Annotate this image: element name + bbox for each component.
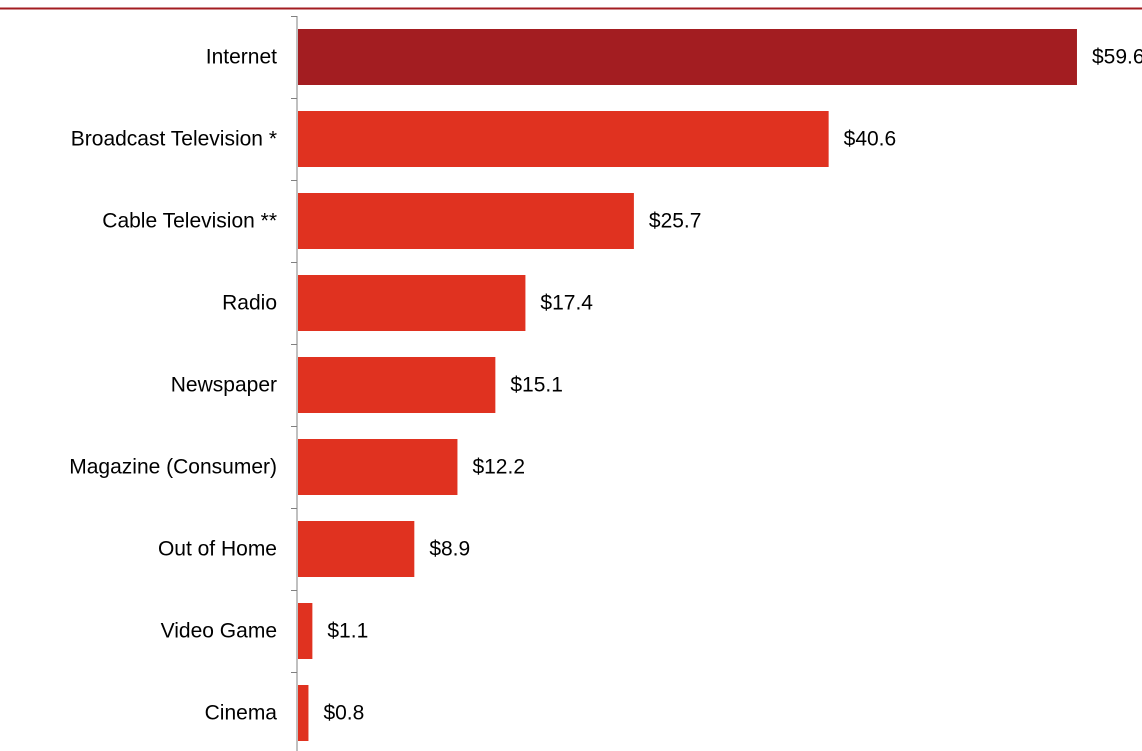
value-label-internet: $59.6 [1092, 46, 1142, 69]
category-axis [291, 16, 297, 751]
value-label-newspaper: $15.1 [510, 374, 563, 397]
bar-internet [298, 29, 1077, 85]
value-label-magazine-consumer: $12.2 [472, 456, 525, 479]
bar-out-of-home [298, 521, 414, 577]
bar-cinema [298, 685, 308, 741]
bars-layer [298, 29, 1077, 741]
category-label-newspaper: Newspaper [171, 374, 277, 397]
bar-video-game [298, 603, 312, 659]
bar-cable-television [298, 193, 634, 249]
value-label-broadcast-television: $40.6 [844, 128, 897, 151]
value-label-cable-television: $25.7 [649, 210, 702, 233]
value-label-video-game: $1.1 [327, 620, 368, 643]
category-labels: Internet Broadcast Television * Cable Tele… [69, 46, 277, 725]
bar-broadcast-television [298, 111, 829, 167]
category-label-radio: Radio [222, 292, 277, 315]
category-label-broadcast-television: Broadcast Television * [71, 128, 277, 151]
value-label-radio: $17.4 [540, 292, 593, 315]
category-label-magazine-consumer: Magazine (Consumer) [69, 456, 277, 479]
category-label-internet: Internet [206, 46, 277, 69]
category-label-cinema: Cinema [205, 702, 278, 725]
bar-newspaper [298, 357, 495, 413]
category-label-out-of-home: Out of Home [158, 538, 277, 561]
bar-magazine-consumer [298, 439, 457, 495]
category-label-cable-television: Cable Television ** [102, 210, 277, 233]
category-label-video-game: Video Game [161, 620, 277, 643]
value-label-cinema: $0.8 [323, 702, 364, 725]
bar-radio [298, 275, 525, 331]
value-label-out-of-home: $8.9 [429, 538, 470, 561]
